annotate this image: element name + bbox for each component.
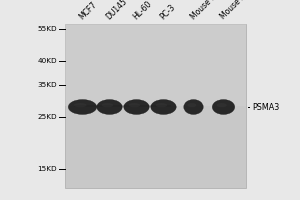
Text: Mouse liver: Mouse liver — [189, 0, 226, 21]
Ellipse shape — [97, 99, 122, 114]
Text: 15KD: 15KD — [38, 166, 57, 172]
Bar — [64, 24, 246, 106]
Text: 25KD: 25KD — [38, 114, 57, 120]
Ellipse shape — [124, 99, 149, 114]
Bar — [64, 24, 246, 188]
Text: 40KD: 40KD — [38, 58, 57, 64]
Ellipse shape — [212, 99, 235, 114]
Ellipse shape — [151, 99, 176, 114]
Text: 55KD: 55KD — [38, 26, 57, 32]
Ellipse shape — [68, 99, 97, 114]
Text: HL-60: HL-60 — [132, 0, 154, 21]
Text: PSMA3: PSMA3 — [252, 102, 279, 112]
Text: PC-3: PC-3 — [159, 2, 177, 21]
Ellipse shape — [217, 103, 227, 107]
Ellipse shape — [74, 103, 87, 107]
Ellipse shape — [184, 99, 203, 114]
Text: DU145: DU145 — [105, 0, 129, 21]
Ellipse shape — [156, 103, 167, 107]
Bar — [74, 105, 171, 107]
Text: MCF7: MCF7 — [78, 0, 99, 21]
Ellipse shape — [129, 103, 140, 107]
Text: 35KD: 35KD — [38, 82, 57, 88]
Ellipse shape — [188, 103, 196, 107]
Ellipse shape — [102, 103, 113, 107]
Text: Mouse spleen: Mouse spleen — [219, 0, 262, 21]
